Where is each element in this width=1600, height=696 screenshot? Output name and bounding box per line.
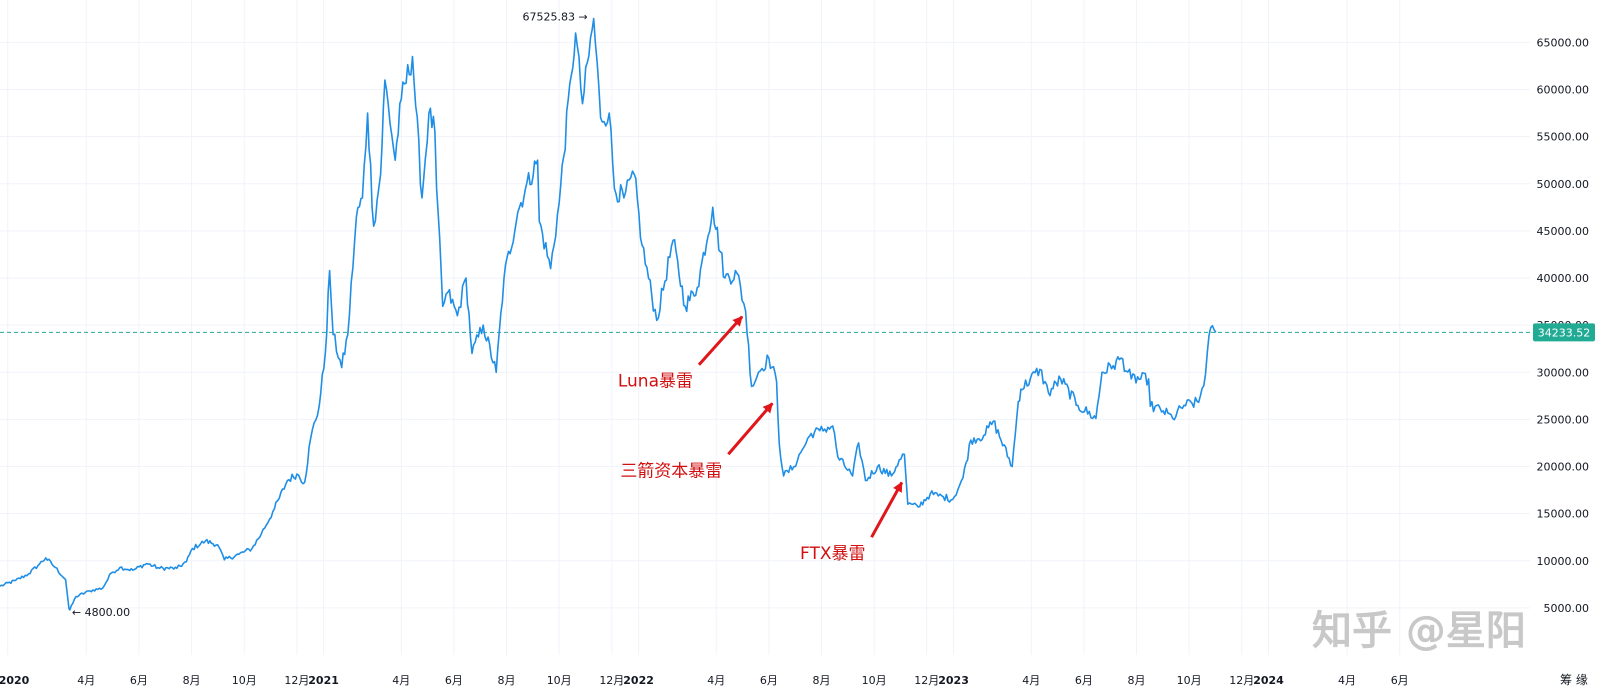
series-layer: [0, 17, 1530, 611]
x-tick-label: 2024: [1253, 674, 1284, 687]
x-tick-label: 8月: [498, 674, 516, 687]
x-tick-label: 8月: [813, 674, 831, 687]
x-tick-label: 6月: [1075, 674, 1093, 687]
x-tick-label: 4月: [1338, 674, 1356, 687]
x-tick-label: 12月: [914, 674, 939, 687]
x-tick-label: 10月: [232, 674, 257, 687]
x-tick-label: 10月: [1177, 674, 1202, 687]
annotation-label: 三箭资本暴雷: [620, 461, 722, 481]
watermark: 知乎 @星阳: [1312, 608, 1526, 654]
x-tick-label: 8月: [1127, 674, 1145, 687]
min-value-label: ← 4800.00: [72, 606, 130, 619]
x-tick-label: 12月: [284, 674, 309, 687]
y-tick-label: 5000.00: [1544, 602, 1590, 615]
x-tick-label: 10月: [547, 674, 572, 687]
y-tick-label: 10000.00: [1537, 555, 1590, 568]
x-tick-label: 4月: [707, 674, 725, 687]
annotation-label: FTX暴雷: [800, 544, 866, 564]
y-tick-label: 60000.00: [1537, 84, 1590, 97]
x-tick-label: 8月: [183, 674, 201, 687]
x-tick-label: 4月: [77, 674, 95, 687]
annotation-arrow: [727, 402, 774, 456]
annotation-label: Luna暴雷: [618, 372, 693, 392]
y-tick-label: 25000.00: [1537, 413, 1590, 426]
price-series-line: [0, 17, 1217, 611]
y-tick-label: 20000.00: [1537, 461, 1590, 474]
y-tick-label: 65000.00: [1537, 36, 1590, 49]
x-tick-label: 6月: [130, 674, 148, 687]
x-tick-label: 4月: [1022, 674, 1040, 687]
annotation-arrow: [870, 481, 904, 538]
x-tick-label: 2020: [0, 674, 30, 687]
annotation-arrow: [697, 315, 744, 366]
x-tick-label: 2022: [623, 674, 654, 687]
y-tick-label: 50000.00: [1537, 178, 1590, 191]
x-tick-label: 2023: [938, 674, 969, 687]
current-price-badge: [1533, 323, 1595, 342]
x-tick-label: 6月: [1391, 674, 1409, 687]
bottom-right-label: 筹 缘: [1560, 673, 1588, 687]
x-tick-label: 6月: [445, 674, 463, 687]
y-tick-label: 45000.00: [1537, 225, 1590, 238]
x-tick-label: 2021: [308, 674, 339, 687]
y-tick-label: 55000.00: [1537, 131, 1590, 144]
x-tick-label: 12月: [1229, 674, 1254, 687]
x-tick-label: 10月: [862, 674, 887, 687]
x-tick-label: 6月: [760, 674, 778, 687]
max-value-label: 67525.83 →: [523, 11, 588, 24]
y-tick-label: 40000.00: [1537, 272, 1590, 285]
y-tick-label: 15000.00: [1537, 508, 1590, 521]
current-price-label: 34233.52: [1538, 326, 1591, 339]
y-tick-label: 30000.00: [1537, 366, 1590, 379]
grid: [0, 0, 1530, 655]
x-tick-label: 12月: [599, 674, 624, 687]
x-tick-label: 4月: [392, 674, 410, 687]
y-axis: 5000.00 10000.00 15000.00 20000.00 25000.00 3…: [1533, 36, 1595, 615]
